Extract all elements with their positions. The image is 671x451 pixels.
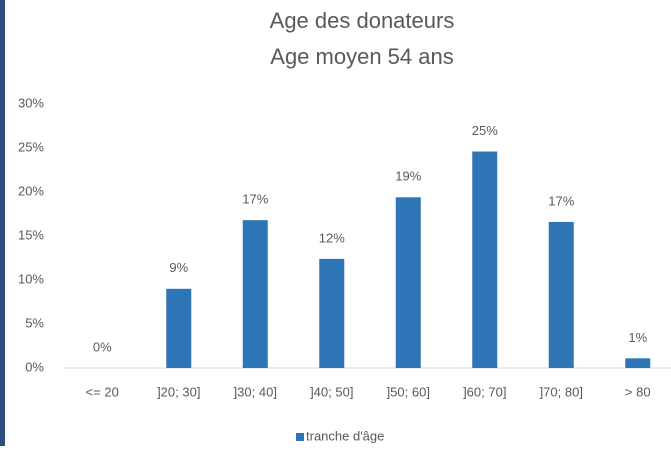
- x-tick-label: ]40; 50]: [310, 384, 353, 399]
- data-label: 25%: [472, 123, 498, 138]
- bar: [319, 258, 345, 368]
- x-tick-label: > 80: [625, 384, 651, 399]
- bar: [166, 288, 192, 368]
- y-tick-label: 5%: [25, 315, 44, 330]
- x-tick-label: <= 20: [86, 384, 119, 399]
- bar: [395, 197, 421, 368]
- y-tick-label: 30%: [18, 95, 44, 110]
- bar: [625, 358, 651, 368]
- data-label: 19%: [395, 169, 421, 184]
- chart-subtitle: Age moyen 54 ans: [270, 44, 453, 69]
- y-tick-label: 0%: [25, 359, 44, 374]
- y-tick-label: 20%: [18, 183, 44, 198]
- y-tick-label: 10%: [18, 271, 44, 286]
- x-tick-label: ]30; 40]: [234, 384, 277, 399]
- x-tick-label: ]20; 30]: [157, 384, 200, 399]
- data-label: 9%: [169, 260, 188, 275]
- y-tick-label: 15%: [18, 227, 44, 242]
- x-tick-label: ]70; 80]: [540, 384, 583, 399]
- legend-swatch: [296, 433, 304, 441]
- chart-title: Age des donateurs: [270, 8, 455, 33]
- data-label: 17%: [548, 193, 574, 208]
- left-border: [0, 0, 5, 446]
- x-tick-label: ]60; 70]: [463, 384, 506, 399]
- bar: [242, 220, 268, 368]
- x-tick-label: ]50; 60]: [387, 384, 430, 399]
- data-label: 12%: [319, 230, 345, 245]
- legend-label: tranche d'âge: [306, 428, 384, 443]
- bar: [472, 151, 498, 368]
- data-label: 17%: [242, 192, 268, 207]
- data-label: 0%: [93, 339, 112, 354]
- data-label: 1%: [628, 330, 647, 345]
- bar: [548, 221, 574, 368]
- y-tick-label: 25%: [18, 139, 44, 154]
